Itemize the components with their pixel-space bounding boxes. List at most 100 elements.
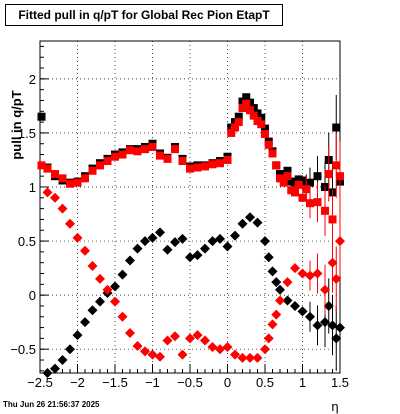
- data-point-square: [111, 152, 119, 161]
- data-point-diamond: [260, 236, 270, 247]
- data-point-diamond: [102, 284, 113, 295]
- data-point-square: [257, 120, 266, 129]
- data-point-diamond: [200, 243, 210, 254]
- data-point-diamond: [267, 319, 278, 330]
- axis-ticks: [39, 45, 341, 373]
- data-point-square: [332, 161, 341, 170]
- data-point-diamond: [155, 227, 165, 238]
- data-point-diamond: [117, 269, 128, 280]
- data-point-square: [58, 174, 67, 183]
- data-point-square: [103, 157, 112, 166]
- data-point-square: [313, 172, 322, 181]
- data-point-diamond: [170, 331, 180, 342]
- data-point-square: [324, 170, 333, 179]
- data-point-square: [37, 112, 46, 121]
- y-tick-label: 0.5: [18, 234, 36, 249]
- data-point-square: [216, 159, 224, 168]
- data-point-diamond: [222, 342, 233, 353]
- data-point-square: [291, 188, 299, 197]
- y-axis-label: pull in q/pT: [9, 90, 24, 159]
- data-point-diamond: [162, 244, 173, 255]
- data-point-square: [321, 206, 329, 215]
- data-point-square: [133, 147, 142, 156]
- data-point-square: [276, 170, 284, 179]
- data-point-diamond: [72, 330, 83, 341]
- data-point-diamond: [110, 281, 120, 292]
- data-point-square: [156, 151, 164, 160]
- data-point-diamond: [335, 236, 345, 247]
- data-point-diamond: [192, 330, 203, 341]
- data-point-diamond: [87, 305, 98, 316]
- data-point-square: [283, 172, 292, 181]
- data-point-diamond: [312, 268, 323, 279]
- data-point-diamond: [42, 368, 53, 378]
- data-point-diamond: [297, 306, 308, 317]
- data-point-square: [306, 199, 314, 208]
- y-tick-label: 2: [29, 72, 36, 87]
- data-point-square: [313, 198, 322, 207]
- data-point-square: [336, 172, 344, 181]
- data-point-square: [178, 157, 187, 166]
- data-point-diamond: [245, 212, 255, 223]
- data-point-diamond: [125, 255, 135, 266]
- data-point-diamond: [95, 296, 105, 307]
- y-tick-label: 1.5: [18, 126, 36, 141]
- data-point-square: [242, 99, 251, 108]
- data-point-diamond: [305, 311, 315, 322]
- data-point-square: [81, 174, 89, 183]
- data-point-diamond: [335, 322, 345, 333]
- data-point-square: [279, 178, 288, 187]
- data-point-square: [306, 178, 314, 187]
- data-point-diamond: [162, 335, 173, 346]
- data-point-square: [66, 179, 74, 188]
- data-point-square: [227, 128, 236, 137]
- data-point-diamond: [271, 277, 282, 288]
- x-tick-label: 1.5: [331, 375, 349, 390]
- data-point-diamond: [207, 236, 218, 247]
- data-point-diamond: [237, 352, 248, 363]
- data-point-diamond: [140, 236, 150, 247]
- data-point-diamond: [271, 309, 282, 320]
- data-point-square: [261, 130, 269, 139]
- data-point-diamond: [185, 333, 195, 344]
- data-point-square: [186, 164, 194, 173]
- y-tick-label: −0.5: [10, 342, 36, 357]
- data-point-diamond: [140, 346, 150, 357]
- data-point-diamond: [297, 268, 308, 279]
- data-point-diamond: [323, 300, 334, 311]
- data-point-square: [223, 155, 232, 164]
- data-point-square: [242, 93, 251, 102]
- data-point-square: [294, 180, 303, 189]
- data-point-diamond: [147, 232, 158, 243]
- data-point-square: [148, 142, 157, 151]
- x-tick-label: −2.5: [27, 375, 53, 390]
- date-stamp: Thu Jun 26 21:56:37 2025: [3, 400, 100, 409]
- x-tick-label: 1: [299, 375, 306, 390]
- x-axis-label: η: [331, 399, 338, 414]
- data-point-diamond: [230, 230, 240, 241]
- data-point-diamond: [80, 317, 90, 328]
- data-point-square: [283, 166, 292, 175]
- data-point-diamond: [290, 300, 300, 311]
- data-point-square: [298, 176, 307, 185]
- tick-labels: −2.5 −2 −1.5 −1 −0.5 0 0.5 1 1.5 −0.5 0 0.5 1 1.5 2: [10, 72, 349, 390]
- data-point-diamond: [125, 327, 135, 338]
- data-point-diamond: [87, 260, 98, 271]
- data-point-square: [234, 112, 243, 121]
- x-tick-label: −1: [145, 375, 160, 390]
- data-point-diamond: [267, 266, 278, 277]
- data-point-square: [73, 178, 82, 187]
- data-point-diamond: [263, 252, 274, 263]
- y-tick-label: 1: [29, 180, 36, 195]
- data-point-diamond: [275, 284, 285, 295]
- data-point-diamond: [331, 333, 342, 344]
- data-point-diamond: [252, 352, 263, 363]
- data-point-diamond: [320, 317, 330, 328]
- data-point-diamond: [282, 277, 293, 288]
- data-point-square: [96, 161, 104, 170]
- data-point-diamond: [282, 295, 293, 306]
- data-point-diamond: [222, 241, 233, 252]
- grid: [40, 41, 340, 373]
- data-point-square: [249, 111, 258, 120]
- chart-title: Fitted pull in q/pT for Global Rec Pion …: [5, 4, 283, 26]
